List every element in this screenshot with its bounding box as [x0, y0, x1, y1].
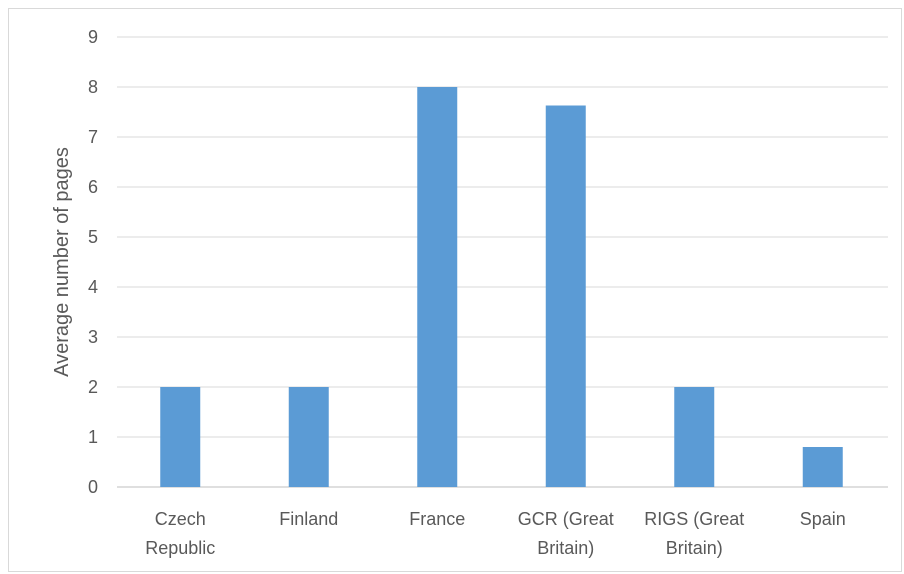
bar	[417, 87, 458, 487]
x-tick-label: GCR (Great Britain)	[518, 509, 614, 558]
y-tick-label: 0	[88, 477, 98, 497]
x-tick-label-line: Czech	[155, 509, 206, 529]
x-tick-label-line: RIGS (Great	[644, 509, 744, 529]
y-tick-label: 8	[88, 77, 98, 97]
x-tick-label-line: Britain)	[537, 538, 594, 558]
y-tick-label: 2	[88, 377, 98, 397]
bar	[160, 387, 201, 487]
y-tick-label: 4	[88, 277, 98, 297]
x-tick-label: Czech Republic	[145, 509, 215, 558]
bars	[160, 87, 843, 487]
bar	[545, 105, 586, 487]
x-tick-labels: Czech Republic Finland France GCR (Great Brit…	[145, 509, 846, 558]
y-tick-label: 9	[88, 27, 98, 47]
bar	[802, 447, 843, 487]
y-tick-label: 7	[88, 127, 98, 147]
x-tick-label: RIGS (Great Britain)	[644, 509, 744, 558]
x-tick-label-line: Britain)	[666, 538, 723, 558]
gridlines	[117, 36, 888, 488]
x-tick-label: Spain	[800, 509, 846, 529]
x-tick-label-line: Finland	[279, 509, 338, 529]
x-tick-label-line: Republic	[145, 538, 215, 558]
bar	[674, 387, 715, 487]
x-tick-label: Finland	[279, 509, 338, 529]
y-tick-label: 3	[88, 327, 98, 347]
x-tick-label-line: GCR (Great	[518, 509, 614, 529]
x-tick-label-line: Spain	[800, 509, 846, 529]
x-tick-label: France	[409, 509, 465, 529]
y-tick-label: 5	[88, 227, 98, 247]
y-tick-label: 1	[88, 427, 98, 447]
y-tick-labels: 0 1 2 3 4 5 6 7 8 9	[88, 27, 98, 497]
y-tick-label: 6	[88, 177, 98, 197]
y-axis-label: Average number of pages	[51, 147, 73, 377]
bar	[288, 387, 329, 487]
x-tick-label-line: France	[409, 509, 465, 529]
